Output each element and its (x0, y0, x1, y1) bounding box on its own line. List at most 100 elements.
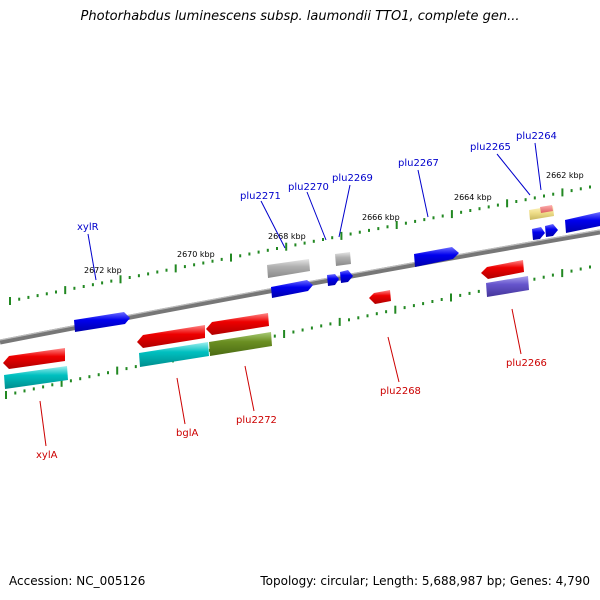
map-title: Photorhabdus luminescens subsp. laumondi… (80, 9, 520, 24)
upper-scale-tick (377, 227, 380, 231)
forward-features (74, 205, 600, 332)
scale-label-2662: 2662 kbp (546, 171, 584, 180)
lower-scale-tick (134, 365, 137, 369)
bottom-label-connectors (39, 308, 522, 447)
upper-scale-tick (211, 259, 214, 263)
upper-scale-tick (423, 218, 426, 222)
lower-scale-tick (320, 324, 323, 328)
feature-xylA-cyan[interactable] (4, 366, 68, 389)
upper-scale-tick (73, 286, 76, 290)
gene-plu2264[interactable] (545, 224, 558, 237)
feature-plu2264-pink[interactable] (540, 205, 553, 213)
label-plu2271[interactable]: plu2271 (240, 191, 281, 202)
upper-scale-tick (101, 281, 104, 285)
lower-scale-tick (570, 269, 573, 273)
label-plu2272[interactable]: plu2272 (236, 415, 277, 426)
lower-scale-tick (116, 366, 119, 375)
gene-plu2265[interactable] (532, 227, 545, 240)
lower-scale-tick (283, 330, 286, 338)
upper-scale-tick (64, 286, 67, 295)
upper-scale-tick (147, 272, 150, 276)
feature-bglA-cyan[interactable] (139, 342, 209, 367)
upper-scale-tick (45, 292, 48, 296)
reverse-features (3, 260, 529, 389)
upper-scale-tick (552, 192, 555, 196)
lower-scale-tick (579, 267, 582, 271)
lower-scale-tick (79, 377, 82, 381)
label-bglA[interactable]: bglA (176, 428, 198, 439)
gene-plu2268[interactable] (369, 290, 391, 304)
upper-scale-tick (312, 239, 315, 243)
gene-plu2270[interactable] (327, 274, 339, 286)
feature-plu2266-purple[interactable] (486, 276, 529, 297)
upper-scale-tick (82, 285, 85, 288)
gene-xylA[interactable] (3, 348, 65, 369)
lower-scale-tick (403, 306, 406, 310)
gene-edge-right[interactable] (565, 212, 600, 233)
upper-scale-tick (220, 257, 223, 261)
gene-plu2267[interactable] (414, 247, 459, 267)
upper-scale-tick (128, 276, 131, 279)
lower-scale-tick (338, 317, 341, 326)
lower-scale-tick (357, 316, 360, 320)
upper-scale-tick (386, 225, 389, 229)
label-xylA[interactable]: xylA (36, 450, 58, 461)
upper-scale-tick (18, 297, 21, 301)
upper-scale-tick (55, 290, 57, 294)
label-plu2268[interactable]: plu2268 (380, 386, 421, 397)
gene-plu2266[interactable] (481, 260, 524, 279)
feature-plu2272-olive[interactable] (209, 332, 272, 356)
gene-xylR[interactable] (74, 312, 130, 332)
label-plu2265[interactable]: plu2265 (470, 142, 511, 153)
label-plu2269[interactable]: plu2269 (332, 173, 373, 184)
label-plu2267[interactable]: plu2267 (398, 158, 439, 169)
upper-scale-tick (202, 261, 205, 265)
upper-scale-tick (543, 194, 545, 198)
upper-scale-tick (478, 207, 481, 211)
upper-scale-tick (276, 247, 278, 250)
upper-scale-tick (91, 283, 94, 287)
lower-scale-tick (394, 305, 397, 314)
upper-scale-tick (579, 187, 582, 191)
upper-scale-tick (165, 268, 168, 272)
upper-scale-tick (331, 236, 334, 240)
lower-scale-tick (589, 265, 591, 269)
label-plu2264[interactable]: plu2264 (516, 131, 557, 142)
lower-scale-tick (468, 291, 471, 295)
lower-scale-tick (310, 326, 313, 330)
gene-plu2269[interactable] (340, 270, 353, 283)
gene-bglA[interactable] (137, 325, 205, 348)
upper-scale-tick (414, 219, 417, 223)
upper-scale-tick (340, 231, 343, 240)
feature-plu2270-grey[interactable] (335, 252, 351, 266)
upper-scale-tick (156, 270, 159, 274)
upper-scale-tick (248, 252, 251, 256)
upper-scale-tick (404, 221, 407, 225)
gene-plu2272[interactable] (206, 313, 269, 335)
lower-scale-tick (329, 322, 332, 326)
upper-scale-tick (368, 228, 370, 232)
upper-scale-tick (460, 210, 463, 214)
upper-scale-tick (174, 264, 177, 273)
lower-scale-tick (422, 302, 425, 306)
top-label-connectors (87, 142, 542, 281)
scale-label-2670: 2670 kbp (177, 250, 215, 259)
label-plu2270[interactable]: plu2270 (288, 182, 329, 193)
lower-scale-tick (125, 367, 128, 371)
lower-scale-tick (107, 371, 109, 375)
feature-plu2271-grey[interactable] (267, 259, 310, 278)
gene-plu2271[interactable] (271, 280, 313, 298)
lower-scale-tick (385, 310, 388, 314)
upper-scale-tick (230, 253, 232, 262)
upper-scale-tick (294, 243, 297, 247)
label-xylR[interactable]: xylR (77, 222, 99, 233)
lower-scale-tick (23, 389, 26, 393)
label-plu2266[interactable]: plu2266 (506, 358, 547, 369)
lower-scale-tick (542, 275, 545, 279)
upper-scale-tick (432, 216, 435, 220)
lower-scale-tick (459, 293, 462, 297)
lower-scale-tick (32, 387, 35, 391)
upper-scale-tick (137, 274, 140, 278)
upper-scale-tick (119, 275, 122, 284)
